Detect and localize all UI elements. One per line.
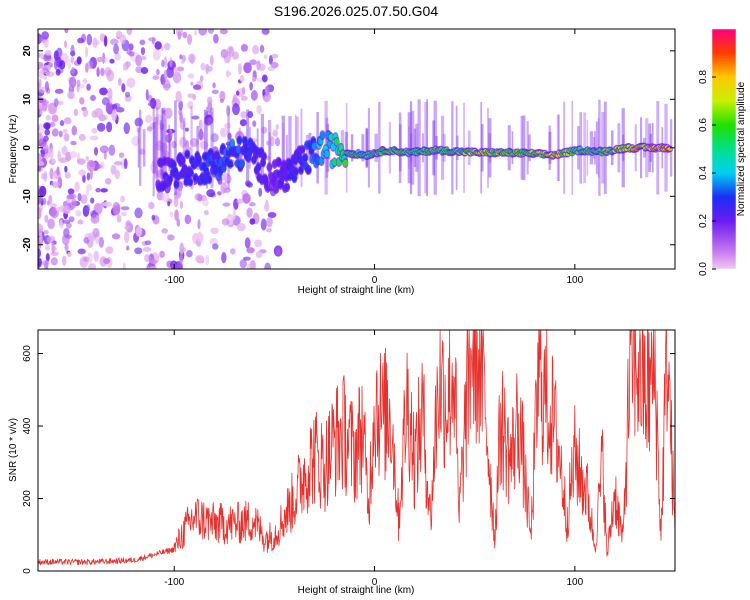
spectrogram-y-ticks: -20 -10 0 10 20 [22, 45, 675, 252]
colorbar-tick-label: 0.4 [698, 166, 709, 180]
spectrogram-heatmap [38, 29, 674, 269]
colorbar-tick-label: 0.2 [698, 214, 709, 228]
figure-title: S196.2026.025.07.50.G04 [274, 3, 438, 19]
colorbar-frame [711, 28, 737, 270]
snr-y-ticks: 0 200 400 600 [22, 345, 675, 574]
spectrogram-y-label: Frequency (Hz) [8, 115, 19, 184]
x-tick-label: 0 [372, 577, 378, 588]
colorbar-label: Normalized spectral amplitude [736, 81, 747, 216]
snr-x-ticks: -100 0 100 [164, 330, 584, 588]
y-tick-label: -10 [22, 189, 33, 204]
colorbar-tick-label: 0.8 [698, 70, 709, 84]
spectrogram-frame [37, 28, 676, 270]
snr-panel: -100 0 100 0 200 400 600 Height of straight l… [8, 329, 676, 596]
y-tick-label: 20 [22, 45, 33, 57]
y-tick-label: 10 [22, 93, 33, 105]
snr-series-line [38, 330, 675, 566]
colorbar-ticks: 0.0 0.2 0.4 0.6 0.8 [698, 70, 716, 276]
y-tick-label: 0 [22, 568, 33, 574]
y-tick-label: 400 [22, 417, 33, 434]
colorbar: 0.0 0.2 0.4 0.6 0.8 Normalized spectral ampl… [698, 28, 747, 276]
y-tick-label: 0 [22, 145, 33, 151]
x-tick-label: 100 [566, 577, 583, 588]
snr-frame [37, 329, 676, 572]
x-tick-label: 0 [372, 275, 378, 286]
snr-y-label: SNR (10 * v/v) [8, 418, 19, 482]
spectrogram-x-ticks: -100 0 100 [164, 29, 584, 286]
colorbar-gradient [712, 29, 736, 269]
y-tick-label: 600 [22, 345, 33, 362]
colorbar-tick-label: 0.6 [698, 118, 709, 132]
x-tick-label: -100 [164, 275, 184, 286]
snr-x-label: Height of straight line (km) [298, 585, 415, 596]
colorbar-tick-label: 0.0 [698, 262, 709, 276]
y-tick-label: 200 [22, 490, 33, 507]
x-tick-label: -100 [164, 577, 184, 588]
x-tick-label: 100 [566, 275, 583, 286]
y-tick-label: -20 [22, 237, 33, 252]
spectrogram-x-label: Height of straight line (km) [298, 285, 415, 296]
